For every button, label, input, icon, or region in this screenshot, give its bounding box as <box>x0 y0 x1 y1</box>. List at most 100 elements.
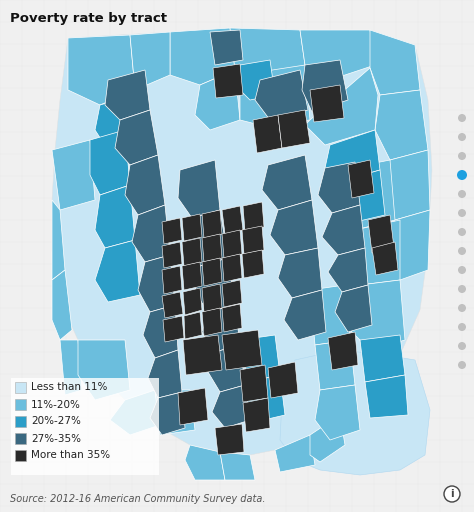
Polygon shape <box>148 350 182 398</box>
Circle shape <box>458 190 466 198</box>
Polygon shape <box>130 32 170 90</box>
Text: Poverty rate by tract: Poverty rate by tract <box>10 12 167 25</box>
Polygon shape <box>202 305 240 352</box>
Circle shape <box>444 486 460 502</box>
Polygon shape <box>345 280 405 350</box>
Polygon shape <box>210 30 243 65</box>
Polygon shape <box>240 335 280 382</box>
Polygon shape <box>170 28 235 85</box>
Polygon shape <box>163 316 184 342</box>
Polygon shape <box>52 200 65 280</box>
Circle shape <box>458 304 466 312</box>
Text: Source: 2012-16 American Community Survey data.: Source: 2012-16 American Community Surve… <box>10 494 265 504</box>
Polygon shape <box>270 200 318 255</box>
Polygon shape <box>105 70 150 120</box>
Polygon shape <box>202 234 222 262</box>
Polygon shape <box>322 205 365 255</box>
Polygon shape <box>78 340 130 400</box>
Polygon shape <box>52 28 432 455</box>
Polygon shape <box>202 284 222 312</box>
Polygon shape <box>52 270 72 340</box>
Polygon shape <box>150 392 185 435</box>
Circle shape <box>457 170 467 180</box>
Polygon shape <box>185 445 225 480</box>
FancyBboxPatch shape <box>15 450 26 461</box>
Polygon shape <box>60 340 82 395</box>
Polygon shape <box>202 258 222 286</box>
Text: 20%-27%: 20%-27% <box>31 416 81 426</box>
Polygon shape <box>182 214 202 241</box>
Polygon shape <box>278 248 322 298</box>
FancyBboxPatch shape <box>11 378 159 475</box>
Polygon shape <box>340 220 400 285</box>
Polygon shape <box>143 305 178 358</box>
Polygon shape <box>253 115 282 153</box>
Polygon shape <box>125 155 165 215</box>
Polygon shape <box>212 385 250 428</box>
Polygon shape <box>132 205 170 262</box>
Polygon shape <box>348 160 374 198</box>
Polygon shape <box>302 60 348 112</box>
Polygon shape <box>365 375 408 418</box>
Polygon shape <box>380 150 430 220</box>
Polygon shape <box>268 362 298 398</box>
Polygon shape <box>138 255 175 312</box>
Polygon shape <box>243 398 270 432</box>
Polygon shape <box>195 258 235 312</box>
Polygon shape <box>178 388 208 425</box>
Polygon shape <box>375 90 428 160</box>
Polygon shape <box>370 30 420 95</box>
Circle shape <box>458 323 466 331</box>
Polygon shape <box>315 385 360 440</box>
Polygon shape <box>215 424 244 455</box>
Circle shape <box>458 247 466 255</box>
Polygon shape <box>162 292 183 318</box>
Polygon shape <box>278 110 310 148</box>
Polygon shape <box>162 266 182 294</box>
Polygon shape <box>262 155 312 210</box>
Polygon shape <box>162 242 182 268</box>
Polygon shape <box>222 254 242 282</box>
Polygon shape <box>330 160 395 230</box>
Polygon shape <box>155 390 195 435</box>
Circle shape <box>458 133 466 141</box>
Polygon shape <box>335 170 385 222</box>
Polygon shape <box>68 35 135 105</box>
Circle shape <box>458 342 466 350</box>
Polygon shape <box>184 312 202 339</box>
Polygon shape <box>280 350 430 475</box>
Polygon shape <box>208 345 245 392</box>
Polygon shape <box>222 230 242 258</box>
Polygon shape <box>222 304 242 332</box>
Circle shape <box>458 266 466 274</box>
Polygon shape <box>328 248 368 292</box>
Polygon shape <box>183 288 202 315</box>
Polygon shape <box>95 95 140 150</box>
Polygon shape <box>52 140 95 210</box>
Polygon shape <box>310 285 350 345</box>
FancyBboxPatch shape <box>15 416 26 427</box>
Polygon shape <box>185 210 228 266</box>
Polygon shape <box>220 452 255 480</box>
Polygon shape <box>195 70 240 130</box>
Polygon shape <box>310 85 344 122</box>
Text: Less than 11%: Less than 11% <box>31 382 108 393</box>
Polygon shape <box>305 68 378 145</box>
Polygon shape <box>202 210 222 238</box>
Polygon shape <box>115 110 158 165</box>
Polygon shape <box>385 210 430 280</box>
Polygon shape <box>300 30 375 80</box>
Polygon shape <box>372 242 398 275</box>
Circle shape <box>458 152 466 160</box>
Text: i: i <box>450 489 454 499</box>
Polygon shape <box>242 226 264 254</box>
Polygon shape <box>110 390 160 435</box>
Polygon shape <box>275 435 315 472</box>
Polygon shape <box>230 28 305 80</box>
Polygon shape <box>328 332 358 370</box>
Polygon shape <box>370 355 405 415</box>
Circle shape <box>458 209 466 217</box>
Text: 27%-35%: 27%-35% <box>31 434 81 443</box>
FancyBboxPatch shape <box>15 433 26 444</box>
Polygon shape <box>95 240 140 302</box>
